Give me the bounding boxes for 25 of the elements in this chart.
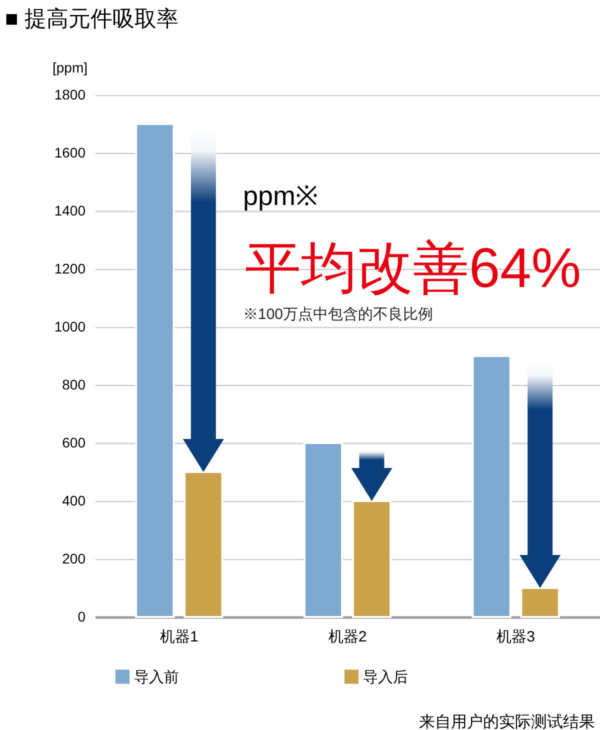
annotation: ppm※: [243, 181, 319, 211]
y-tick-label: 1600: [54, 144, 86, 160]
x-tick-label: 机器2: [328, 628, 367, 646]
y-tick-label: 1200: [54, 260, 86, 276]
y-tick-label: 1000: [54, 318, 86, 334]
y-tick-label: 1400: [54, 202, 86, 218]
y-tick-label: 200: [62, 550, 86, 566]
x-tick-label: 机器3: [496, 628, 536, 646]
bar: [135, 123, 175, 618]
bar: [472, 355, 512, 618]
x-tick-label: 机器1: [160, 628, 198, 646]
annotation: 平均改善64%: [245, 236, 582, 299]
chart-title: ■ 提高元件吸取率: [5, 6, 178, 31]
y-tick-label: 400: [62, 492, 86, 508]
bar: [520, 587, 560, 618]
annotation: ※100万点中包含的不良比例: [243, 306, 434, 323]
y-axis-title: [ppm]: [52, 60, 88, 76]
y-tick-label: 800: [62, 376, 86, 392]
bar: [303, 442, 344, 618]
legend-label: 导入后: [363, 668, 408, 686]
text: 来自用户的实际测试结果: [419, 713, 595, 730]
y-tick-label: 0: [78, 608, 86, 624]
y-tick-label: 600: [62, 434, 86, 450]
legend-label: 导入前: [134, 668, 179, 686]
y-tick-label: 1800: [54, 86, 86, 102]
